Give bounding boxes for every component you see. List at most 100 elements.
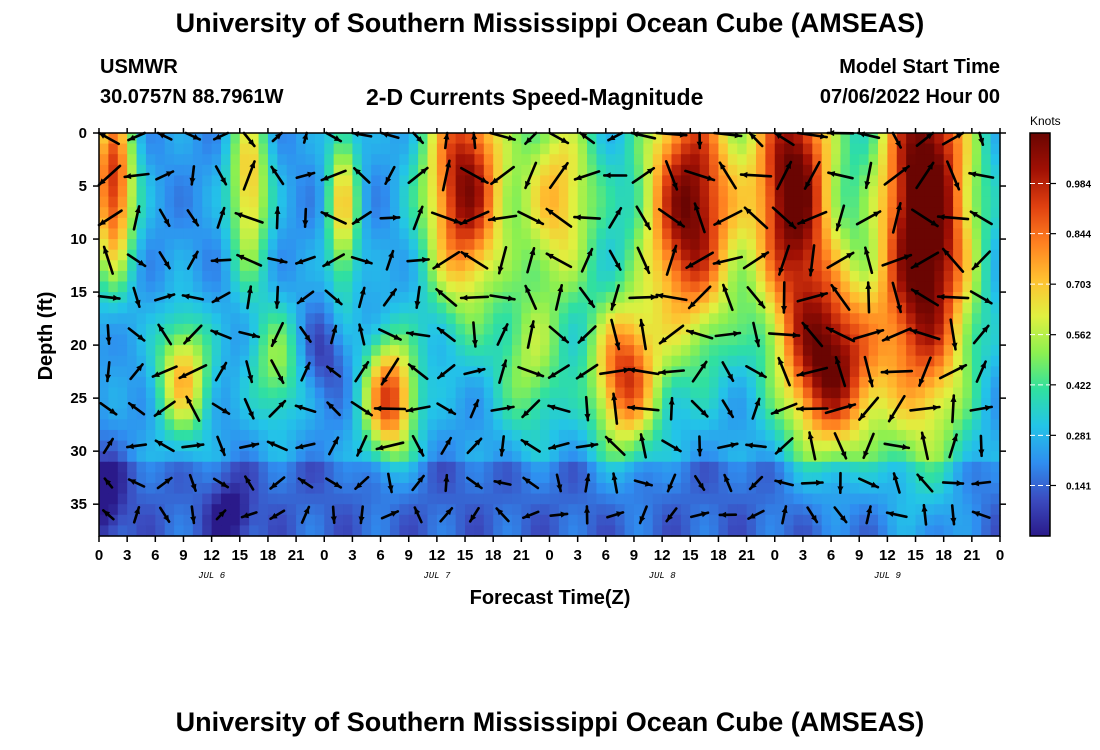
heatmap-cell	[821, 514, 832, 526]
heatmap-cell	[840, 239, 851, 251]
heatmap-cell	[821, 302, 832, 314]
heatmap-cell	[943, 398, 954, 410]
heatmap-cell	[727, 355, 738, 367]
heatmap-cell	[868, 482, 879, 495]
heatmap-cell	[981, 302, 992, 314]
heatmap-cell	[577, 249, 588, 261]
current-arrow	[297, 477, 314, 489]
heatmap-cell	[380, 292, 391, 304]
heatmap-cell	[746, 408, 757, 420]
heatmap-cell	[436, 217, 447, 230]
heatmap-cell	[389, 419, 400, 431]
heatmap-cell	[540, 270, 551, 283]
heatmap-cell	[239, 366, 250, 378]
current-arrow	[746, 286, 766, 309]
heatmap-cell	[164, 366, 175, 378]
heatmap-cell	[868, 493, 879, 505]
heatmap-cell	[127, 281, 138, 293]
heatmap-cell	[324, 493, 335, 505]
heatmap-cell	[202, 323, 213, 336]
heatmap-cell	[380, 472, 391, 484]
heatmap-cell	[221, 398, 231, 410]
current-arrow	[748, 475, 764, 491]
heatmap-cell	[596, 514, 607, 526]
heatmap-cell	[990, 270, 1001, 283]
current-arrow	[102, 245, 114, 275]
heatmap-cell	[446, 239, 457, 251]
heatmap-cell	[530, 429, 541, 442]
heatmap-cell	[558, 260, 569, 272]
heatmap-cell	[455, 260, 466, 272]
heatmap-cell	[915, 451, 926, 463]
heatmap-cell	[540, 292, 551, 304]
heatmap-cell	[624, 493, 635, 505]
heatmap-cell	[211, 313, 222, 325]
heatmap-cell	[802, 482, 813, 495]
heatmap-cell	[558, 270, 569, 283]
heatmap-cell	[859, 164, 870, 177]
heatmap-cell	[361, 260, 372, 272]
current-arrow	[636, 246, 651, 275]
heatmap-cell	[343, 292, 354, 304]
heatmap-cell	[981, 451, 992, 463]
heatmap-cell	[361, 376, 372, 389]
heatmap-cell	[474, 186, 485, 198]
heatmap-cell	[896, 398, 907, 410]
current-arrow	[862, 432, 875, 460]
current-arrow	[584, 473, 591, 493]
heatmap-cell	[868, 164, 879, 177]
heatmap-cell	[380, 451, 391, 463]
heatmap-cell	[615, 323, 626, 336]
heatmap-cell	[990, 504, 1001, 516]
heatmap-cell	[436, 461, 447, 473]
heatmap-cell	[192, 451, 203, 463]
heatmap-cell	[596, 281, 607, 293]
y-tick-label: 0	[79, 125, 87, 142]
heatmap-cell	[455, 355, 466, 367]
heatmap-cell	[605, 482, 616, 495]
heatmap-cell	[211, 355, 222, 367]
heatmap-cell	[596, 387, 607, 399]
heatmap-cell	[136, 514, 147, 526]
heatmap-cell	[258, 419, 269, 431]
heatmap-cell	[493, 482, 504, 495]
heatmap-cell	[333, 429, 344, 442]
heatmap-cell	[549, 313, 560, 325]
heatmap-cell	[305, 196, 316, 208]
heatmap-cell	[164, 419, 175, 431]
heatmap-cell	[934, 514, 945, 526]
heatmap-cell	[633, 281, 644, 293]
heatmap-cell	[943, 408, 954, 420]
heatmap-cell	[117, 260, 128, 272]
heatmap-cell	[990, 260, 1001, 272]
heatmap-cell	[145, 228, 156, 240]
heatmap-cell	[934, 429, 945, 442]
heatmap-cell	[333, 302, 344, 314]
heatmap-cell	[906, 525, 917, 537]
heatmap-cell	[671, 175, 682, 187]
heatmap-cell	[746, 366, 757, 378]
heatmap-cell	[511, 504, 522, 516]
heatmap-cell	[155, 514, 166, 526]
heatmap-cell	[755, 186, 766, 198]
current-arrow	[190, 505, 197, 525]
heatmap-cell	[727, 398, 738, 410]
heatmap-cell	[286, 345, 297, 357]
heatmap-cell	[718, 419, 729, 431]
heatmap-cell	[859, 429, 870, 442]
heatmap-cell	[652, 345, 663, 357]
heatmap-cell	[549, 143, 560, 155]
heatmap-cell	[709, 376, 720, 389]
heatmap-cell	[615, 472, 626, 484]
heatmap-cell	[455, 387, 466, 399]
heatmap-cell	[493, 419, 504, 431]
heatmap-cell	[408, 133, 419, 145]
heatmap-cell	[145, 260, 156, 272]
heatmap-cell	[446, 525, 457, 537]
heatmap-cell	[793, 514, 804, 526]
heatmap-cell	[737, 514, 748, 526]
heatmap-cell	[727, 387, 738, 399]
heatmap-cell	[887, 451, 898, 463]
heatmap-cell	[502, 302, 513, 314]
heatmap-cell	[277, 323, 288, 336]
